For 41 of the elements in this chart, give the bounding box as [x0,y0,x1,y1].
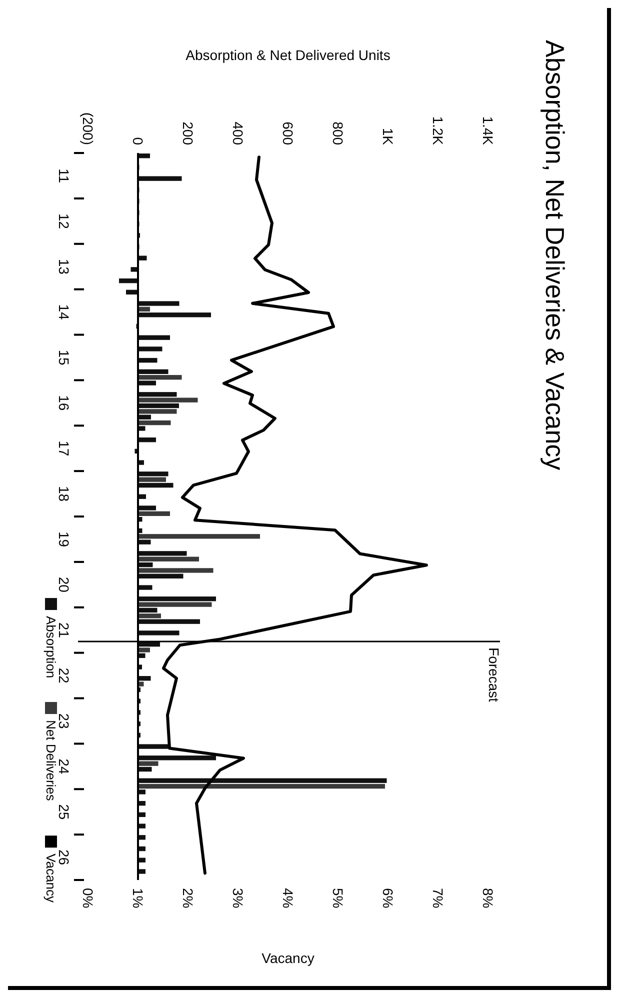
ref-line-label: Forecast [486,647,502,702]
y-tick-label: 24 [56,758,72,774]
legend-label: Absorption [44,616,58,678]
legend-label: Vacancy [44,854,58,903]
y-tick-label: 25 [56,804,72,820]
x-tick-label: 5% [330,888,346,908]
legend-label: Net Deliveries [44,720,58,802]
x2-tick-label: 400 [230,122,246,146]
x-tick-label: 6% [380,888,396,908]
y-tick-label: 13 [56,258,72,275]
y-tick-label: 16 [56,395,72,411]
x2-tick-label: 1.2K [430,116,446,146]
x-axis-title: Vacancy [262,950,314,966]
x2-tick-label: 600 [280,122,296,146]
x-tick-label: 8% [480,888,496,908]
y-tick-label: 15 [56,350,72,366]
text: Absorption, Net Deliveries & Vacancy [540,40,570,470]
x2-tick-label: 800 [330,122,346,146]
y-tick-label: 11 [56,168,72,184]
x2-tick-label: 1K [380,128,396,146]
y-tick-label: 21 [56,622,72,638]
y-tick-label: 18 [56,486,72,502]
x-tick-label: 2% [180,888,196,908]
x-tick-label: 4% [280,888,296,908]
x2-tick-label: (200) [80,112,96,145]
y-tick-label: 20 [56,576,72,593]
x-tick-label: 3% [230,888,246,908]
y-tick-label: 14 [56,304,72,320]
x-tick-label: 7% [430,888,446,908]
y-tick-label: 23 [56,713,72,729]
y-tick-label: 19 [56,531,72,548]
x2-tick-label: 200 [180,122,196,146]
x-tick-label: 0% [80,888,96,908]
x2-axis-title: Absorption & Net Delivered Units [186,47,390,63]
y-tick-label: 26 [56,849,72,866]
y-tick-label: 12 [56,213,72,230]
x2-tick-label: 1.4K [480,116,496,146]
x-tick-label: 1% [130,888,146,908]
x2-tick-label: 0 [130,137,146,146]
y-tick-label: 22 [56,668,72,684]
y-tick-label: 17 [56,440,72,456]
